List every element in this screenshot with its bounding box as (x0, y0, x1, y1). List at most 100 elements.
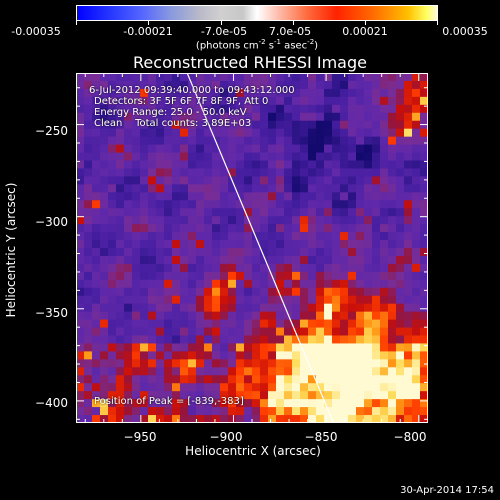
heatmap-cell (332, 279, 341, 289)
heatmap-cell (92, 160, 101, 170)
heatmap-cell (332, 88, 341, 98)
heatmap-cell (100, 96, 109, 106)
heatmap-cell (356, 160, 365, 170)
heatmap-cell (148, 303, 157, 313)
heatmap-cell (404, 279, 413, 289)
heatmap-cell (108, 224, 117, 233)
heatmap-cell (212, 200, 221, 209)
heatmap-cell (236, 295, 245, 305)
heatmap-cell (284, 240, 293, 249)
heatmap-cell (260, 271, 269, 281)
heatmap-cell (268, 248, 277, 257)
heatmap-cell (196, 295, 205, 305)
heatmap-cell (372, 319, 381, 329)
heatmap-cell (236, 279, 245, 289)
heatmap-cell (196, 73, 205, 82)
heatmap-cell (244, 271, 253, 281)
heatmap-cell (412, 375, 421, 384)
heatmap-cell (292, 112, 301, 122)
heatmap-cell (132, 415, 141, 424)
heatmap-cell (76, 295, 85, 305)
heatmap-cell (172, 255, 181, 265)
heatmap-cell (388, 287, 397, 297)
heatmap-cell (412, 96, 421, 106)
heatmap-cell (332, 295, 341, 305)
heatmap-cell (84, 343, 93, 352)
heatmap-cell (260, 407, 269, 416)
heatmap-cell (316, 367, 325, 376)
heatmap-cell (172, 327, 181, 337)
heatmap-cell (420, 351, 429, 360)
heatmap-cell (420, 279, 429, 289)
heatmap-cell (268, 295, 277, 305)
heatmap-cell (412, 232, 421, 241)
heatmap-cell (364, 232, 373, 241)
heatmap-cell (188, 287, 197, 297)
heatmap-cell (180, 104, 189, 114)
heatmap-cell (420, 112, 429, 122)
heatmap-cell (156, 136, 165, 146)
heatmap-cell (292, 73, 301, 82)
heatmap-cell (84, 279, 93, 289)
heatmap-cell (124, 160, 133, 170)
heatmap-cell (172, 399, 181, 408)
heatmap-cell (380, 184, 389, 193)
heatmap-cell (308, 343, 317, 352)
heatmap-cell (124, 319, 133, 329)
heatmap-cell (300, 120, 309, 130)
heatmap-cell (372, 279, 381, 289)
heatmap-cell (116, 295, 125, 305)
heatmap-cell (84, 271, 93, 281)
heatmap-cell (140, 96, 149, 106)
heatmap-cell (380, 263, 389, 273)
heatmap-cell (212, 120, 221, 130)
heatmap-cell (100, 160, 109, 170)
heatmap-cell (84, 359, 93, 368)
heatmap-cell (380, 295, 389, 305)
heatmap-cell (220, 303, 229, 313)
heatmap-cell (116, 263, 125, 273)
heatmap-cell (172, 96, 181, 106)
heatmap-cell (124, 88, 133, 98)
heatmap-cell (172, 192, 181, 201)
heatmap-cell (268, 88, 277, 98)
heatmap-cell (380, 176, 389, 185)
heatmap-cell (268, 104, 277, 114)
heatmap-cell (284, 287, 293, 297)
heatmap-cell (164, 232, 173, 241)
heatmap-cell (156, 128, 165, 138)
heatmap-cell (228, 399, 237, 408)
heatmap-cell (260, 327, 269, 337)
heatmap-cell (292, 96, 301, 106)
heatmap-cell (164, 88, 173, 98)
heatmap-cell (148, 287, 157, 297)
heatmap-cell (180, 343, 189, 352)
heatmap-cell (324, 88, 333, 98)
heatmap-cell (100, 287, 109, 297)
heatmap-cell (220, 351, 229, 360)
heatmap-cell (356, 192, 365, 201)
heatmap-cell (372, 216, 381, 225)
heatmap-cell (372, 407, 381, 416)
heatmap-cell (324, 176, 333, 185)
heatmap-cell (196, 351, 205, 360)
heatmap-cell (212, 399, 221, 408)
heatmap-cell (388, 152, 397, 162)
heatmap-cell (140, 104, 149, 114)
heatmap-cell (292, 160, 301, 170)
heatmap-cell (260, 351, 269, 360)
heatmap-cell (284, 176, 293, 185)
info-peak-position: Position of Peak = [-839,-383] (94, 396, 244, 407)
heatmap-cell (140, 240, 149, 249)
heatmap-cell (260, 255, 269, 265)
heatmap-cell (196, 327, 205, 337)
heatmap-cell (196, 200, 205, 209)
heatmap-cell (220, 136, 229, 146)
heatmap-cell (396, 232, 405, 241)
heatmap-cell (260, 383, 269, 392)
heatmap-cell (356, 383, 365, 392)
heatmap-cell (108, 128, 117, 138)
heatmap-cell (356, 208, 365, 217)
heatmap-cell (260, 184, 269, 193)
heatmap-cell (316, 152, 325, 162)
